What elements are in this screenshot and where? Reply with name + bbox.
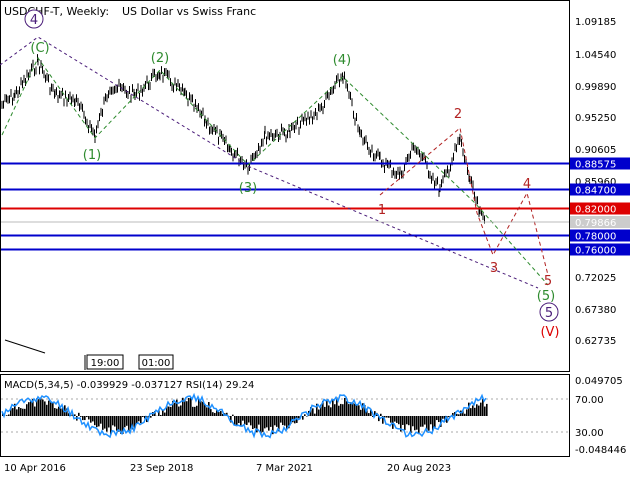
wave-label-red-3: 3 (490, 261, 498, 276)
purple-wave-5-circle (539, 302, 559, 322)
level-label: 0.76000 (575, 246, 616, 257)
level-badge (570, 243, 630, 256)
wave-label-green-4: (4) (333, 53, 351, 68)
wave-label-red-v: (V) (540, 325, 559, 340)
wave-label-purple-4: 4 (30, 13, 38, 28)
wave-label-purple-5: 5 (545, 306, 553, 321)
wave-label-green-c: (C) (30, 41, 49, 56)
wave-label-green-1: (1) (83, 148, 101, 163)
date-axis-label: 10 Apr 2016 (4, 463, 66, 474)
price-axis-label: 1.04540 (575, 50, 616, 61)
price-axis-label: 0.85960 (575, 177, 616, 188)
price-axis-label: 0.72025 (575, 273, 616, 284)
level-price-labels: 0.88575 0.84700 0.82000 0.78000 0.76000 (570, 157, 630, 257)
symbol-description: US Dollar vs Swiss Franc (122, 5, 256, 18)
time-marker-2: 01:00 (142, 358, 171, 369)
level-badge (570, 183, 630, 196)
current-price-label: 0.79866 (575, 218, 616, 229)
level-badge (570, 202, 630, 215)
purple-wave-4-circle (24, 9, 44, 29)
price-axis-label: 0.90605 (575, 145, 616, 156)
indicator-axis-label: 70.00 (575, 395, 604, 406)
time-marker-box-1[interactable] (86, 354, 124, 370)
price-axis-label: 1.09185 (575, 17, 616, 28)
level-badge (570, 157, 630, 170)
level-label: 0.78000 (575, 232, 616, 243)
price-axis-label: 0.99890 (575, 82, 616, 93)
indicator-axis-label: 30.00 (575, 428, 604, 439)
price-axis-label: 0.67380 (575, 305, 616, 316)
price-axis[interactable]: 1.09185 1.04540 0.99890 0.95250 0.90605 … (575, 17, 616, 347)
wave-label-red-4: 4 (523, 177, 531, 192)
price-axis-label: 0.62735 (575, 336, 616, 347)
wave-label-green-5: (5) (537, 289, 555, 304)
date-axis-label: 7 Mar 2021 (256, 463, 313, 474)
green-wave-lines (1, 57, 549, 286)
indicator-title: MACD(5,34,5) -0.039929 -0.037127 RSI(14)… (4, 380, 254, 391)
wave-label-red-1: 1 (378, 203, 386, 218)
date-axis-label: 20 Aug 2023 (387, 463, 451, 474)
red-wave-lines (379, 127, 549, 276)
wave-label-green-2: (2) (151, 51, 169, 66)
date-axis[interactable]: 10 Apr 2016 23 Sep 2018 7 Mar 2021 20 Au… (4, 463, 451, 474)
price-chart-area[interactable] (0, 0, 570, 372)
rsi-line (1, 392, 487, 439)
wave-label-red-5: 5 (544, 274, 552, 289)
price-series (1, 54, 485, 224)
indicator-axis-label: 0.049705 (575, 376, 623, 387)
symbol-label: USDCHF-T, Weekly: (4, 5, 109, 18)
trend-line (4, 339, 46, 354)
level-badge (570, 229, 630, 242)
level-label: 0.88575 (575, 160, 616, 171)
wave-label-green-3: (3) (239, 181, 257, 196)
wave-label-red-2: 2 (454, 107, 462, 122)
price-axis-label: 0.95250 (575, 113, 616, 124)
indicator-axis-label: -0.048446 (575, 445, 626, 456)
date-axis-label: 23 Sep 2018 (130, 463, 193, 474)
level-label: 0.82000 (575, 205, 616, 216)
support-resistance-levels (1, 162, 569, 251)
time-marker-box-2[interactable] (138, 354, 174, 370)
current-price-badge (570, 216, 630, 228)
time-marker-1: 19:00 (91, 358, 120, 369)
purple-wave-lines (0, 36, 539, 289)
level-label: 0.84700 (575, 186, 616, 197)
